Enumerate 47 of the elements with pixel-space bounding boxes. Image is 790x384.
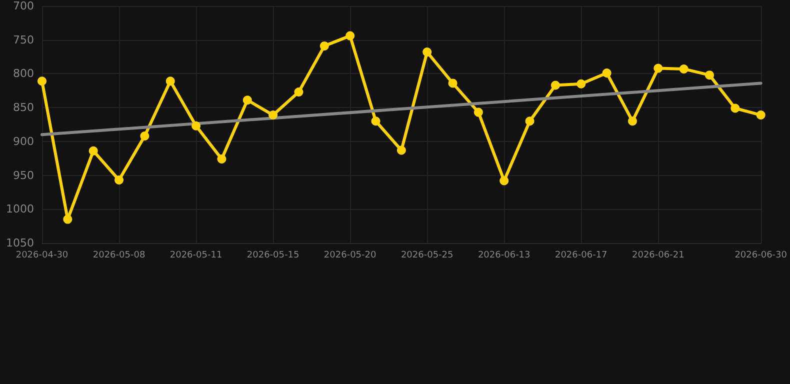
point (525, 116, 534, 126)
point (654, 64, 663, 73)
point (576, 79, 586, 88)
x-tick-label: 2026-04-30 (16, 250, 68, 260)
point (242, 96, 252, 105)
point (294, 88, 304, 96)
point (140, 132, 150, 141)
point (320, 41, 329, 50)
y-tick-label: 750 (13, 33, 34, 46)
point (550, 80, 560, 90)
x-tick-label: 2026-06-21 (632, 250, 684, 260)
x-tick-label: 2026-05-25 (400, 250, 454, 260)
point (88, 146, 98, 156)
x-tick-label: 2026-06-30 (734, 250, 788, 260)
point (166, 76, 175, 86)
point (602, 68, 612, 78)
point (346, 31, 355, 40)
point (448, 78, 458, 88)
point (217, 154, 226, 164)
y-tick-label: 1050 (6, 236, 34, 250)
point (38, 76, 46, 86)
y-tick-label: 800 (13, 67, 34, 80)
y-tick-label: 1000 (6, 202, 34, 216)
point (705, 70, 714, 80)
y-tick-label: 900 (13, 134, 34, 148)
point (422, 48, 432, 57)
point (114, 176, 124, 185)
x-tick-label: 2026-05-08 (92, 250, 146, 260)
point (730, 104, 740, 113)
y-tick-label: 950 (13, 168, 34, 182)
y-tick-label: 700 (13, 0, 34, 12)
point (396, 146, 406, 155)
point (474, 108, 483, 117)
x-tick-label: 2026-06-17 (554, 250, 608, 260)
point (756, 110, 766, 120)
x-tick-label: 2026-06-13 (478, 250, 530, 260)
y-tick-label: 850 (13, 101, 34, 114)
point (63, 214, 72, 224)
point (679, 64, 688, 74)
x-tick-label: 2026-05-15 (246, 250, 300, 260)
point (500, 176, 509, 186)
x-tick-label: 2026-05-11 (170, 250, 222, 260)
point (268, 110, 278, 120)
point (628, 116, 637, 126)
point (192, 121, 201, 130)
x-tick-label: 2026-05-20 (324, 250, 376, 260)
point (371, 116, 380, 126)
